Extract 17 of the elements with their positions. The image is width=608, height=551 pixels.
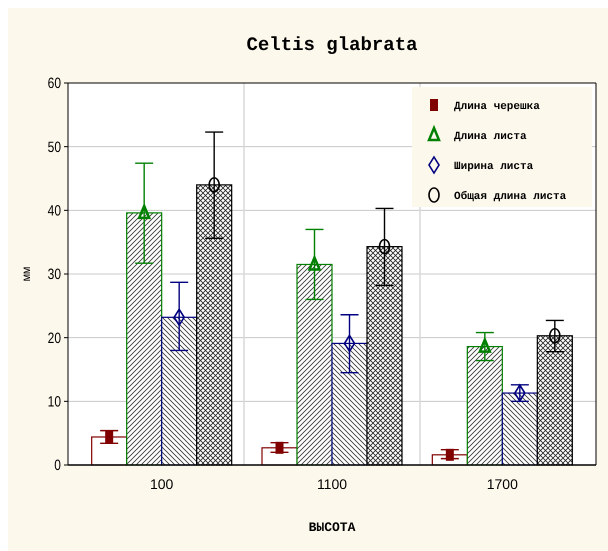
y-tick-label: 60 bbox=[48, 75, 62, 92]
y-tick-label: 20 bbox=[48, 330, 62, 346]
legend-label: Общая длина листа bbox=[454, 190, 567, 203]
y-tick-label: 50 bbox=[48, 138, 62, 156]
x-tick-label: 100 bbox=[150, 476, 174, 492]
y-axis-title: мм bbox=[20, 266, 34, 282]
y-tick-label: 40 bbox=[48, 202, 62, 219]
legend-label: Длина черешка bbox=[454, 100, 540, 113]
x-tick-label: 1700 bbox=[486, 476, 518, 492]
y-tick-label: 30 bbox=[48, 266, 62, 283]
legend-label: Ширина листа bbox=[454, 160, 534, 173]
chart-title: Celtis glabrata bbox=[246, 34, 418, 56]
legend-label: Длина листа bbox=[454, 130, 528, 143]
y-tick-label: 0 bbox=[54, 457, 62, 474]
x-axis-title: ВЫСОТА bbox=[308, 520, 356, 535]
y-tick-label: 10 bbox=[48, 393, 62, 410]
x-tick-label: 1100 bbox=[316, 476, 348, 492]
